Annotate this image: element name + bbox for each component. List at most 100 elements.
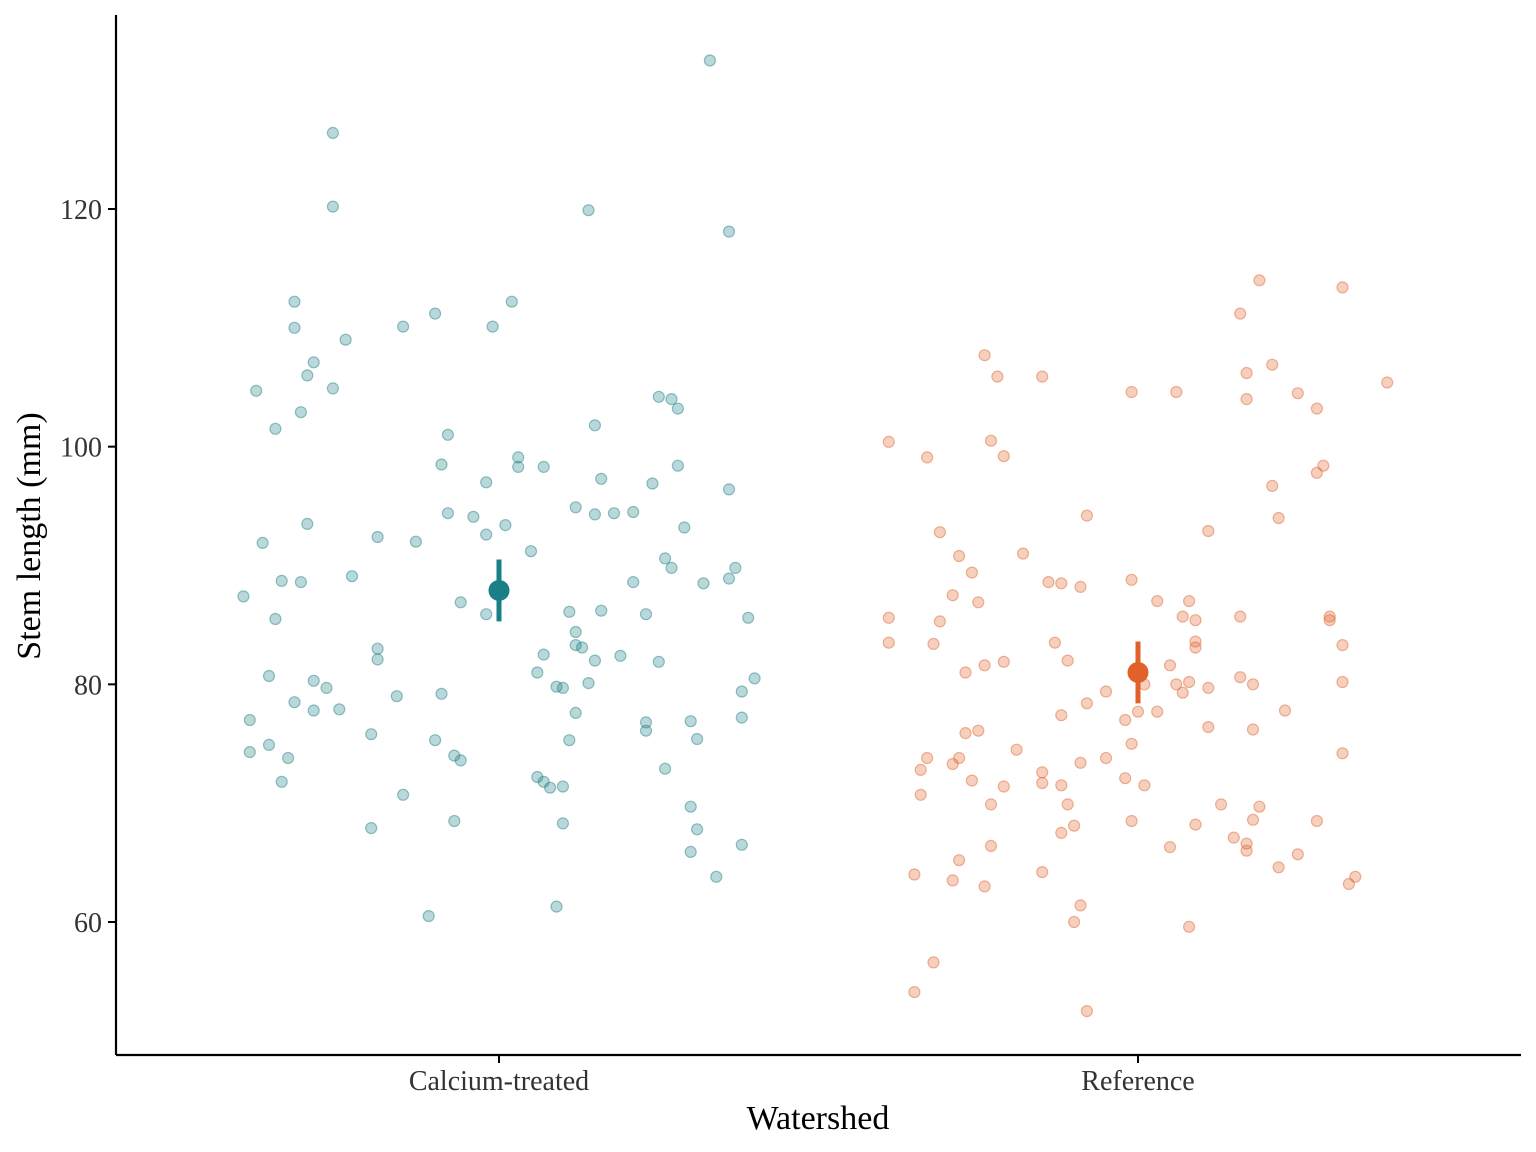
data-point	[997, 450, 1010, 463]
data-point	[499, 518, 512, 532]
data-point	[339, 333, 352, 346]
data-point	[1036, 865, 1049, 879]
data-point	[984, 839, 998, 853]
data-point	[1234, 307, 1247, 320]
data-point	[722, 572, 736, 585]
data-point	[1151, 705, 1164, 718]
data-point	[1240, 837, 1253, 850]
data-point	[965, 566, 979, 579]
data-point	[250, 384, 263, 397]
data-point	[1336, 747, 1349, 760]
data-point	[1323, 610, 1336, 623]
data-point	[595, 604, 608, 617]
data-point	[978, 349, 991, 362]
data-point	[569, 625, 582, 639]
data-point	[1342, 877, 1356, 891]
data-point	[556, 817, 570, 830]
data-point	[269, 612, 282, 626]
data-point	[1048, 636, 1062, 649]
data-point	[1323, 614, 1336, 627]
data-point	[524, 545, 538, 558]
data-point	[1163, 659, 1177, 672]
data-point	[1061, 798, 1074, 811]
data-point	[563, 734, 576, 747]
data-point	[243, 745, 256, 759]
data-point	[1036, 766, 1049, 779]
data-point	[1074, 899, 1087, 912]
data-point	[512, 460, 525, 473]
data-point	[927, 956, 940, 969]
data-point	[537, 775, 550, 788]
data-point	[952, 751, 966, 765]
data-point	[665, 561, 678, 575]
data-point	[1055, 577, 1068, 590]
data-point	[1036, 776, 1049, 790]
data-point	[1099, 685, 1113, 698]
data-point	[556, 780, 570, 793]
data-point	[1336, 638, 1349, 652]
data-point	[435, 687, 448, 700]
data-point	[946, 874, 959, 887]
data-point	[1119, 713, 1132, 727]
data-point	[390, 690, 403, 703]
data-point	[275, 574, 288, 588]
data-point	[563, 605, 576, 618]
data-point	[703, 54, 717, 67]
data-point	[1240, 366, 1253, 380]
data-point	[1202, 524, 1215, 538]
x-ticks: Calcium-treated Reference	[409, 1055, 1195, 1097]
data-point	[288, 295, 301, 308]
data-point	[697, 577, 710, 590]
data-point	[1176, 686, 1189, 699]
data-point	[588, 654, 602, 667]
data-point	[397, 788, 410, 801]
data-point	[441, 428, 454, 441]
y-tick-label: 80	[74, 670, 102, 701]
data-point	[991, 370, 1004, 383]
data-point	[256, 536, 269, 550]
data-point	[671, 402, 685, 415]
data-point	[1125, 737, 1138, 750]
mean-point	[488, 579, 510, 601]
data-point	[269, 422, 282, 435]
data-point	[595, 472, 608, 485]
data-point	[569, 706, 582, 720]
data-point	[371, 653, 384, 666]
data-point	[512, 451, 525, 464]
data-point	[908, 985, 921, 999]
data-point	[959, 666, 972, 679]
data-point	[575, 641, 589, 654]
data-point	[1189, 641, 1202, 654]
data-point	[262, 669, 276, 683]
data-point	[1234, 671, 1247, 684]
data-point	[952, 854, 966, 867]
data-point	[531, 666, 544, 679]
data-point	[639, 608, 653, 621]
data-point	[480, 528, 493, 541]
data-point	[946, 757, 959, 771]
data-point	[1055, 709, 1068, 722]
data-point	[690, 732, 704, 746]
data-point	[882, 435, 895, 448]
data-point	[1291, 848, 1304, 861]
data-point	[1253, 274, 1266, 287]
data-point	[326, 126, 339, 139]
data-point	[333, 703, 346, 716]
mean-point	[1127, 661, 1149, 683]
data-point	[569, 638, 582, 652]
data-point	[1080, 509, 1094, 522]
data-point	[1266, 479, 1279, 492]
data-point	[550, 900, 563, 913]
data-point	[556, 681, 570, 695]
data-point	[972, 724, 985, 737]
data-point	[448, 814, 461, 828]
data-point	[531, 770, 544, 784]
data-point	[1310, 814, 1324, 828]
data-point	[288, 321, 301, 334]
data-point	[1080, 697, 1094, 710]
data-point	[1246, 813, 1260, 826]
data-point	[882, 636, 895, 649]
data-point	[1189, 614, 1202, 627]
data-point	[275, 775, 288, 788]
data-point	[652, 655, 665, 668]
